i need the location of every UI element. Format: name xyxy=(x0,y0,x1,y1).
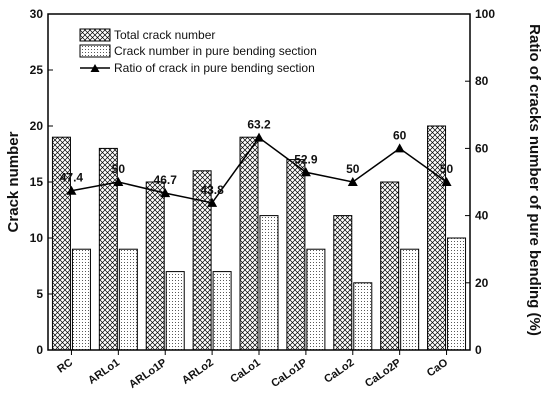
y-tick-label: 15 xyxy=(30,175,44,189)
bar-total-CaO xyxy=(427,125,447,351)
x-tick-label: RC xyxy=(55,357,75,376)
ratio-data-label: 50 xyxy=(346,162,360,176)
bar-total-ARLo1 xyxy=(98,147,118,351)
legend-label-total: Total crack number xyxy=(114,28,215,42)
ratio-point-ARLo1P xyxy=(160,188,171,198)
y2-tick-label: 80 xyxy=(475,74,489,88)
y2-tick-label: 0 xyxy=(475,343,482,357)
y-tick-label: 0 xyxy=(36,343,43,357)
bar-total-ARLo1P xyxy=(145,181,165,351)
data-labels-layer: 47.4 50 46.7 43.8 63.2 52.9 50 60 50 xyxy=(60,118,454,197)
bar-pure-bending-ARLo2 xyxy=(212,271,232,351)
x-tick-label: CaLo1P xyxy=(269,357,309,390)
ratio-point-CaLo2P xyxy=(394,143,405,153)
bar-pure-bending-ARLo1P xyxy=(165,271,185,351)
bar-total-CaLo2 xyxy=(333,215,353,351)
bar-pure-bending-CaLo2 xyxy=(353,282,373,351)
bar-total-RC xyxy=(51,136,71,351)
ratio-data-label: 63.2 xyxy=(247,118,271,132)
bar-total-CaLo2P xyxy=(380,181,400,351)
ratio-point-ARLo1 xyxy=(113,177,124,186)
x-tick-label: CaLo1 xyxy=(228,357,262,386)
bar-total-CaLo1P xyxy=(286,159,306,351)
ratio-point-CaLo1P xyxy=(300,167,311,177)
ratio-data-label: 50 xyxy=(112,162,126,176)
y-tick-label: 10 xyxy=(30,231,44,245)
legend-label-pure-bending: Crack number in pure bending section xyxy=(114,44,317,58)
bar-pure-bending-CaLo1P xyxy=(306,248,326,351)
category-axis: RC ARLo1 ARLo1P ARLo2 CaLo1 CaLo1P CaLo2 CaLo2P… xyxy=(55,350,451,391)
ratio-data-label: 46.7 xyxy=(154,173,178,187)
y-tick-label: 20 xyxy=(30,119,44,133)
legend-label-ratio: Ratio of crack in pure bending section xyxy=(114,61,315,75)
y2-tick-label: 60 xyxy=(475,141,489,155)
bar-pure-bending-CaO xyxy=(447,237,467,351)
y-tick-label: 30 xyxy=(30,7,44,21)
legend-swatch-total xyxy=(79,28,111,42)
x-tick-label: ARLo1P xyxy=(127,357,169,391)
ratio-line-layer xyxy=(66,132,452,207)
ratio-data-label: 52.9 xyxy=(294,152,318,166)
ratio-point-CaO xyxy=(441,177,452,186)
x-tick-label: ARLo2 xyxy=(180,357,216,387)
bar-pure-bending-CaLo1 xyxy=(259,215,279,351)
ratio-point-RC xyxy=(66,185,77,195)
bar-total-CaLo1 xyxy=(239,136,259,351)
legend-swatch-pure-bending xyxy=(79,44,111,58)
x-tick-label: CaO xyxy=(425,356,451,379)
bar-pure-bending-ARLo1 xyxy=(118,248,138,351)
y2-tick-label: 100 xyxy=(475,7,495,21)
bar-pure-bending-CaLo2P xyxy=(400,248,420,351)
ratio-point-ARLo2 xyxy=(207,197,218,207)
x-tick-label: CaLo2P xyxy=(363,357,403,390)
ratio-data-label: 47.4 xyxy=(60,171,84,185)
ratio-data-label: 43.8 xyxy=(200,183,224,197)
y2-tick-label: 20 xyxy=(475,276,489,290)
bar-pure-bending-RC xyxy=(71,248,91,351)
ratio-data-label: 50 xyxy=(440,162,454,176)
ratio-data-label: 60 xyxy=(393,128,407,142)
ratio-point-CaLo2 xyxy=(347,177,358,186)
y2-tick-label: 40 xyxy=(475,209,489,223)
ratio-point-CaLo1 xyxy=(254,132,264,142)
right-axis-title: Ratio of cracks number of pure bending (… xyxy=(526,24,543,336)
y-tick-label: 5 xyxy=(36,287,43,301)
left-axis-title: Crack number xyxy=(5,131,22,232)
y-tick-label: 25 xyxy=(30,63,44,77)
left-axis-ticks: 0 5 10 15 20 25 30 xyxy=(30,7,53,357)
right-axis-ticks: 0 20 40 60 80 100 xyxy=(465,7,495,357)
bar-total-ARLo2 xyxy=(192,170,212,351)
legend: Total crack number Crack number in pure … xyxy=(79,28,317,75)
legend-marker-ratio xyxy=(90,64,100,72)
x-tick-label: ARLo1 xyxy=(86,357,122,387)
bars-layer xyxy=(51,125,467,351)
x-tick-label: CaLo2 xyxy=(322,357,356,386)
